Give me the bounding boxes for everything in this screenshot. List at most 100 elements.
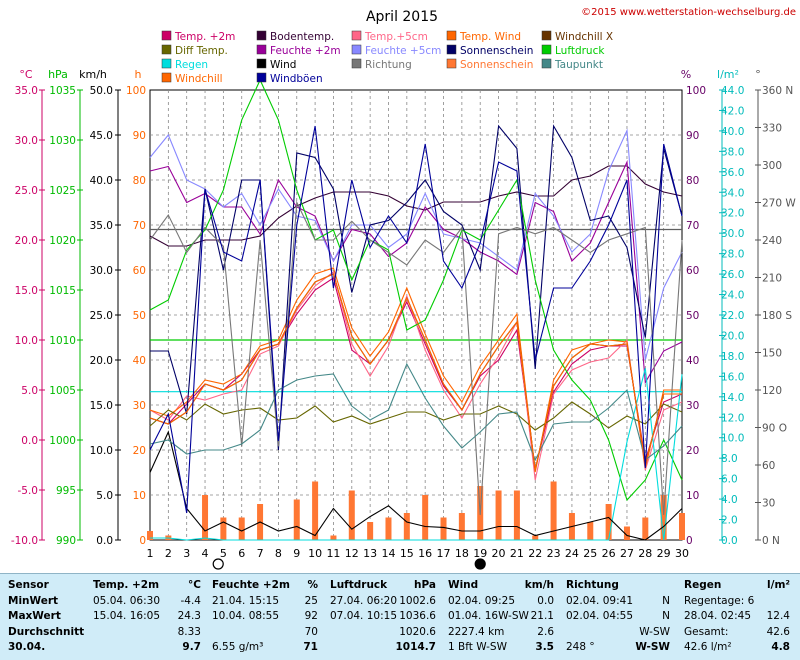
legend-label: Diff Temp. [175, 45, 228, 57]
stats-wind-header: Wind km/h [448, 578, 554, 594]
stats-cell-value: N [662, 610, 670, 622]
stats-header-label: Richtung [566, 579, 619, 591]
stats-row: 9.7 [93, 640, 201, 656]
sunshine-bar [367, 522, 374, 540]
x-tick-label: 8 [275, 547, 282, 560]
stats-cell-value: -4.4 [180, 594, 202, 607]
stats-header-label: Wind [448, 579, 479, 591]
stats-cell-info: 42.6 l/m² [684, 641, 732, 653]
y-tick-label: 995 [56, 485, 76, 497]
stats-cell-value: 21.1 [530, 610, 554, 622]
y-tick-label: 1000 [49, 435, 76, 447]
y-tick-label: 5.0 [96, 490, 113, 502]
y-tick-label: 180 S [762, 310, 792, 322]
y-tick-label: 20 [133, 445, 146, 457]
y-tick-label: 50 [686, 310, 699, 322]
y-tick-label: 1005 [49, 385, 76, 397]
series-line [149, 430, 683, 541]
legend-label: Temp.+5cm [364, 31, 428, 43]
stats-cell-value: 4.8 [771, 641, 790, 653]
stats-header-unit: l/m² [767, 579, 790, 591]
legend-label: Wind [270, 59, 296, 71]
y-tick-label: 0.0 [21, 435, 38, 447]
y-tick-label: 30 [133, 400, 146, 412]
y-tick-label: 6.0 [721, 474, 738, 486]
legend-label: Richtung [365, 59, 412, 71]
y-tick-label: 0 [139, 535, 146, 547]
y-tick-label: 20.0 [90, 355, 113, 367]
y-tick-label: 80 [133, 175, 146, 187]
y-tick-label: 360 N [762, 85, 793, 97]
y-tick-label: 240 [762, 235, 782, 247]
y-tick-label: 70 [686, 220, 699, 232]
stats-row: 21.04. 15:15 25 [212, 594, 318, 610]
stats-header-unit: km/h [524, 579, 554, 591]
stats-row: 10.04. 08:55 92 [212, 609, 318, 625]
y-tick-label: 45.0 [90, 130, 113, 142]
sunshine-bar [458, 513, 465, 540]
sunshine-bar [385, 517, 392, 540]
stats-row: 8.33 [93, 625, 201, 641]
legend-label: Luftdruck [555, 45, 605, 57]
y-tick-label: 0.0 [96, 535, 113, 547]
sunshine-bar [202, 495, 209, 540]
y-tick-label: 0 N [762, 535, 780, 547]
legend-swatch [161, 72, 172, 83]
y-tick-label: 42.0 [721, 105, 744, 117]
y-tick-label: 20.0 [721, 330, 744, 342]
stats-cell-value: 25 [304, 594, 318, 607]
y-tick-label: 40 [133, 355, 146, 367]
stats-label-min: MinWert [8, 594, 59, 607]
moon-full-icon [212, 558, 224, 570]
stats-cell-value: 1014.7 [395, 641, 436, 653]
x-tick-label: 5 [220, 547, 227, 560]
x-tick-label: 1 [147, 547, 154, 560]
stats-luftdruck-column: Luftdruck hPa 27.04. 06:20 1002.6 07.04. 10:… [330, 578, 436, 656]
x-tick-label: 23 [547, 547, 561, 560]
x-tick-label: 18 [455, 547, 469, 560]
stats-luftdruck-header: Luftdruck hPa [330, 578, 436, 594]
legend-swatch [446, 30, 457, 41]
y-tick-label: 18.0 [721, 351, 744, 363]
y-tick-label: 5.0 [21, 385, 38, 397]
y-tick-label: 44.0 [721, 85, 744, 97]
stats-cell-value: 8.33 [177, 625, 201, 638]
stats-cell-value: 42.6 [766, 625, 790, 638]
stats-row: W-SW [566, 625, 670, 641]
stats-row: 2227.4 km 2.6 [448, 625, 554, 641]
x-tick-label: 15 [400, 547, 414, 560]
y-tick-label: 30.0 [15, 135, 38, 147]
stats-cell-value: 12.4 [766, 610, 790, 622]
stats-cell-info: 27.04. 06:20 [330, 594, 397, 607]
stats-temp-column: Temp. +2m °C 05.04. 06:30 -4.4 15.04. 16:05 2… [93, 578, 201, 656]
legend-swatch [446, 58, 457, 69]
legend-swatch [541, 58, 552, 69]
y-tick-label: 90 O [762, 423, 787, 435]
legend-label: Feuchte +2m [270, 45, 341, 57]
stats-header-label: Luftdruck [330, 579, 388, 591]
sunshine-bar [532, 535, 539, 540]
stats-cell-info: 01.04. 16W-SW [448, 610, 529, 622]
y-tick-label: 1015 [49, 285, 76, 297]
y-tick-label: 210 [762, 273, 782, 285]
stats-row: 28.04. 02:45 12.4 [684, 609, 790, 625]
y-tick-label: 15.0 [15, 285, 38, 297]
y-tick-label: 270 W [762, 198, 796, 210]
stats-sensor-column: Sensor MinWert MaxWert Durchschnitt 30.0… [8, 578, 88, 656]
x-tick-label: 22 [528, 547, 542, 560]
legend-swatch [256, 58, 267, 69]
stats-row: Regentage: 6 [684, 594, 790, 610]
legend-label: Temp. Wind [459, 31, 521, 43]
stats-row: 07.04. 10:15 1036.6 [330, 609, 436, 625]
y-tick-label: 16.0 [721, 371, 744, 383]
y-tick-label: 40 [686, 355, 699, 367]
series-line [149, 165, 683, 247]
stats-cell-value: 70 [304, 625, 318, 638]
y-tick-label: 80 [686, 175, 699, 187]
chart-legend: Temp. +2m Bodentemp. Temp.+5cm Temp. Wind Wi… [161, 30, 613, 85]
series-line [149, 267, 682, 473]
y-tick-label: 15.0 [90, 400, 113, 412]
x-tick-label: 25 [583, 547, 597, 560]
sunshine-bars [147, 481, 685, 540]
legend-swatch [351, 58, 362, 69]
